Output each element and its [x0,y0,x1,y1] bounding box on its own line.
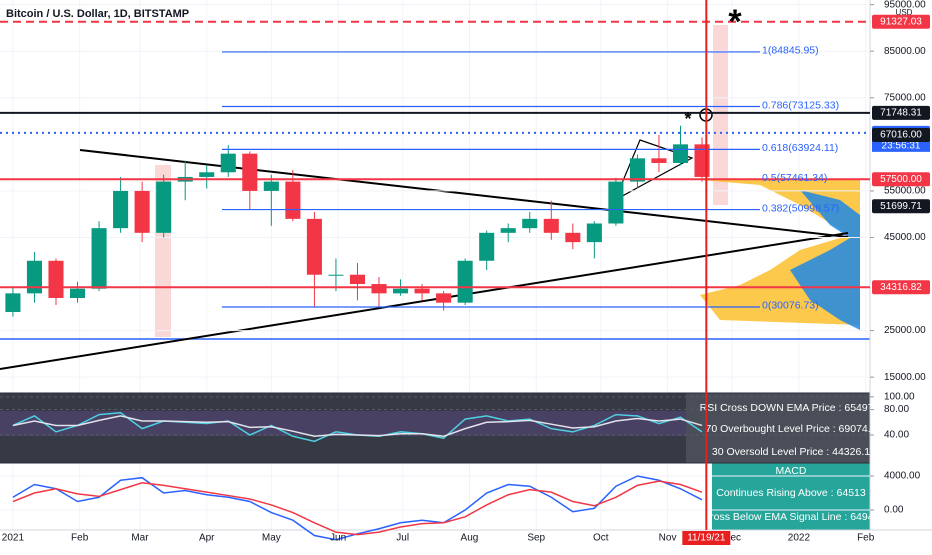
fib-label: 0(30076.73) [762,300,819,312]
price-label: 34316.82 [880,282,922,293]
candle-body [134,190,150,233]
fib-label: 0.5(57461.34) [762,172,827,184]
series-line [12,475,703,541]
y-tick-label: 100.00 [884,391,915,402]
candle-body [457,260,473,303]
x-tick-label: Jun [330,533,346,544]
candle-body [69,288,86,299]
candle-body [263,181,279,191]
x-tick-label: Feb [857,533,875,544]
macd-annotation: MACD [776,465,807,477]
y-tick-label: 0.00 [884,505,904,516]
x-tick-label: Aug [461,533,479,544]
candle-body [5,293,21,312]
x-tick-label: May [262,533,281,544]
x-tick-label: Mar [131,533,149,544]
fib-label: 0.382(50998.57) [762,202,839,214]
y-tick-label: 75000.00 [884,92,926,103]
fib-label: 0.786(73125.33) [762,99,839,111]
y-tick-label: 80.00 [884,404,909,415]
price-label-box [872,199,930,214]
macd-annotation: Cross Below EMA Signal Line : 64948 [703,511,880,523]
candle-body [586,223,602,243]
candle-body [199,172,215,177]
marker-text: * [728,3,742,41]
candle-body [113,190,129,229]
candle-body [672,144,689,163]
price-label: 71748.31 [880,108,922,119]
candle-body [220,153,236,173]
candle-body [436,293,452,303]
price-label: 67016.00 [880,130,922,141]
price-label-box [872,14,930,29]
countdown-box [872,139,930,152]
macd-annotation: Continues Rising Above : 64513 [716,487,866,499]
trend-line [79,149,849,238]
highlight-band [713,25,728,205]
y-tick-label: 25000.00 [884,325,926,336]
series-line [12,415,703,438]
x-tick-label: Jul [396,533,409,544]
x-tick-label: Nov [659,533,677,544]
y-tick-label: 15000.00 [884,372,926,383]
marker-text: * [684,109,691,129]
series-line [12,480,703,536]
x-tick-label: 2021 [2,533,25,544]
rsi-annotation: RSI Cross DOWN EMA Price : 65497.8 [700,402,883,414]
candle-body [393,288,409,294]
candle-body [522,218,538,229]
fib-label: 0.618(63924.11) [762,142,838,154]
y-tick-label: 95000.00 [884,0,926,10]
x-tick-label: Apr [199,533,215,544]
candle-body [91,228,107,289]
y-unit: USD [896,8,913,17]
cursor-label: 11/19/21 [687,533,726,544]
fib-label: 1(84845.95) [762,45,819,57]
candle-body [543,218,559,233]
macd-info-box [712,463,870,530]
candle-body [500,228,516,233]
y-tick-label: 45000.00 [884,232,926,243]
x-tick-label: Oct [593,533,609,544]
candle-body [156,181,172,233]
rsi-info-box [686,393,870,463]
price-label: 91327.03 [880,16,922,27]
candle-body [48,260,64,299]
price-label-box [872,105,930,120]
x-tick-label: Feb [71,533,89,544]
x-tick-label: Sep [527,533,545,544]
y-tick-label: 85000.00 [884,46,926,57]
candle-body [371,284,387,294]
rsi-annotation: 70 Overbought Level Price : 69074.4 [705,423,876,435]
x-tick-label: 2022 [788,533,811,544]
y-tick-label: 55000.00 [884,186,926,197]
chart-title: Bitcoin / U.S. Dollar, 1D, BITSTAMP [6,8,189,20]
candle-body [328,274,344,276]
price-label-box [872,280,930,295]
x-tick-label: Dec [723,533,741,544]
price-label-box [872,127,930,142]
y-tick-label: 40.00 [884,430,909,441]
candle-body [306,218,322,275]
candle-body [349,274,366,285]
countdown: 23:56:31 [882,140,921,151]
price-label: 57500.00 [880,174,922,185]
candle-body [565,232,581,243]
price-label-box [872,172,930,187]
candle-body [26,260,42,294]
cursor-label-box [682,531,731,545]
candle-body [479,232,495,261]
candle-body [629,158,645,182]
rsi-annotation: 30 Oversold Level Price : 44326.1 [712,446,870,458]
candle-body [651,158,667,163]
candle-body [242,153,258,191]
candle-body [414,288,430,294]
y-tick-label: 4000.00 [884,471,921,482]
candle-body [285,181,301,219]
price-label: 51699.71 [880,201,922,212]
candle-body [608,181,624,224]
volume-profile [790,190,860,330]
